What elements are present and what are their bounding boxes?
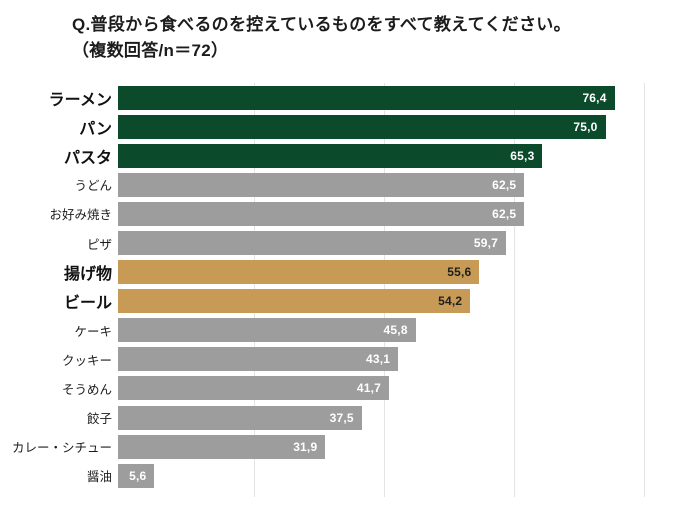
bar-track: 62,5: [118, 201, 700, 226]
chart-title: Q.普段から食べるのを控えているものをすべて教えてください。 （複数回答/n＝7…: [72, 12, 571, 64]
bar: 41,7: [118, 376, 390, 401]
bar-row: クッキー 43,1: [0, 345, 700, 374]
bar: 62,5: [118, 201, 525, 226]
bar-row: 餃子 37,5: [0, 403, 700, 432]
category-label: 餃子: [86, 412, 112, 427]
bar-track: 37,5: [118, 405, 700, 430]
category-label: 醤油: [86, 470, 112, 485]
category-label: ビール: [63, 295, 112, 313]
value-label: 65,3: [510, 148, 535, 163]
chart-title-line1: Q.普段から食べるのを控えているものをすべて教えてください。: [72, 15, 571, 34]
value-label: 5,6: [129, 468, 147, 483]
bar-track: 31,9: [118, 434, 700, 459]
bar-row: お好み焼き 62,5: [0, 199, 700, 228]
bar: 65,3: [118, 143, 543, 168]
bar-row: 醤油 5,6: [0, 461, 700, 490]
bar-track: 59,7: [118, 231, 700, 256]
bar-row: パスタ 65,3: [0, 141, 700, 170]
category-label: パスタ: [63, 149, 112, 167]
bar: 43,1: [118, 347, 399, 372]
bar-rows: ラーメン 76,4 パン 75,0 パスタ 65,3 うどん 62,5 お好み焼…: [0, 83, 700, 490]
bar: 62,5: [118, 172, 525, 197]
chart-title-line2: （複数回答/n＝72）: [72, 41, 229, 60]
gridline: [644, 83, 645, 497]
bar: 75,0: [118, 114, 606, 139]
bar-row: ケーキ 45,8: [0, 316, 700, 345]
bar-row: 揚げ物 55,6: [0, 258, 700, 287]
bar-track: 76,4: [118, 85, 700, 110]
value-label: 76,4: [582, 90, 607, 105]
value-label: 45,8: [383, 323, 408, 338]
bar: 45,8: [118, 318, 416, 343]
category-label: ピザ: [86, 237, 112, 252]
category-label: パン: [79, 120, 112, 138]
value-label: 37,5: [329, 410, 354, 425]
bar: 31,9: [118, 434, 326, 459]
category-label: うどん: [74, 179, 112, 194]
bar-track: 5,6: [118, 463, 700, 488]
bar-track: 62,5: [118, 172, 700, 197]
category-label: クッキー: [61, 353, 112, 368]
category-label: ラーメン: [48, 91, 112, 109]
bar-row: そうめん 41,7: [0, 374, 700, 403]
category-label: カレー・シチュー: [11, 441, 112, 456]
category-label: お好み焼き: [49, 208, 112, 223]
bar-track: 41,7: [118, 376, 700, 401]
bar: 59,7: [118, 231, 507, 256]
value-label: 62,5: [492, 206, 517, 221]
bar: 54,2: [118, 289, 471, 314]
gridline: [514, 83, 515, 497]
value-label: 41,7: [356, 381, 382, 396]
category-label: そうめん: [61, 382, 112, 397]
value-label: 43,1: [365, 352, 391, 367]
bar: 55,6: [118, 260, 480, 285]
bar-track: 45,8: [118, 318, 700, 343]
bar: 5,6: [118, 463, 155, 488]
bar-row: ピザ 59,7: [0, 228, 700, 257]
bar: 76,4: [118, 85, 615, 110]
bar-track: 55,6: [118, 260, 700, 285]
bar-track: 75,0: [118, 114, 700, 139]
bar-track: 43,1: [118, 347, 700, 372]
bar-row: うどん 62,5: [0, 170, 700, 199]
value-label: 54,2: [438, 294, 463, 309]
bar: 37,5: [118, 405, 362, 430]
category-label: ケーキ: [74, 324, 112, 339]
bar-row: ビール 54,2: [0, 287, 700, 316]
value-label: 59,7: [473, 236, 499, 251]
bar-row: ラーメン 76,4: [0, 83, 700, 112]
value-label: 75,0: [573, 119, 598, 134]
bar-row: カレー・シチュー 31,9: [0, 432, 700, 461]
bar-track: 65,3: [118, 143, 700, 168]
bar-track: 54,2: [118, 289, 700, 314]
value-label: 62,5: [492, 177, 517, 192]
value-label: 31,9: [293, 439, 318, 454]
value-label: 55,6: [447, 265, 472, 280]
bar-row: パン 75,0: [0, 112, 700, 141]
category-label: 揚げ物: [63, 266, 112, 284]
